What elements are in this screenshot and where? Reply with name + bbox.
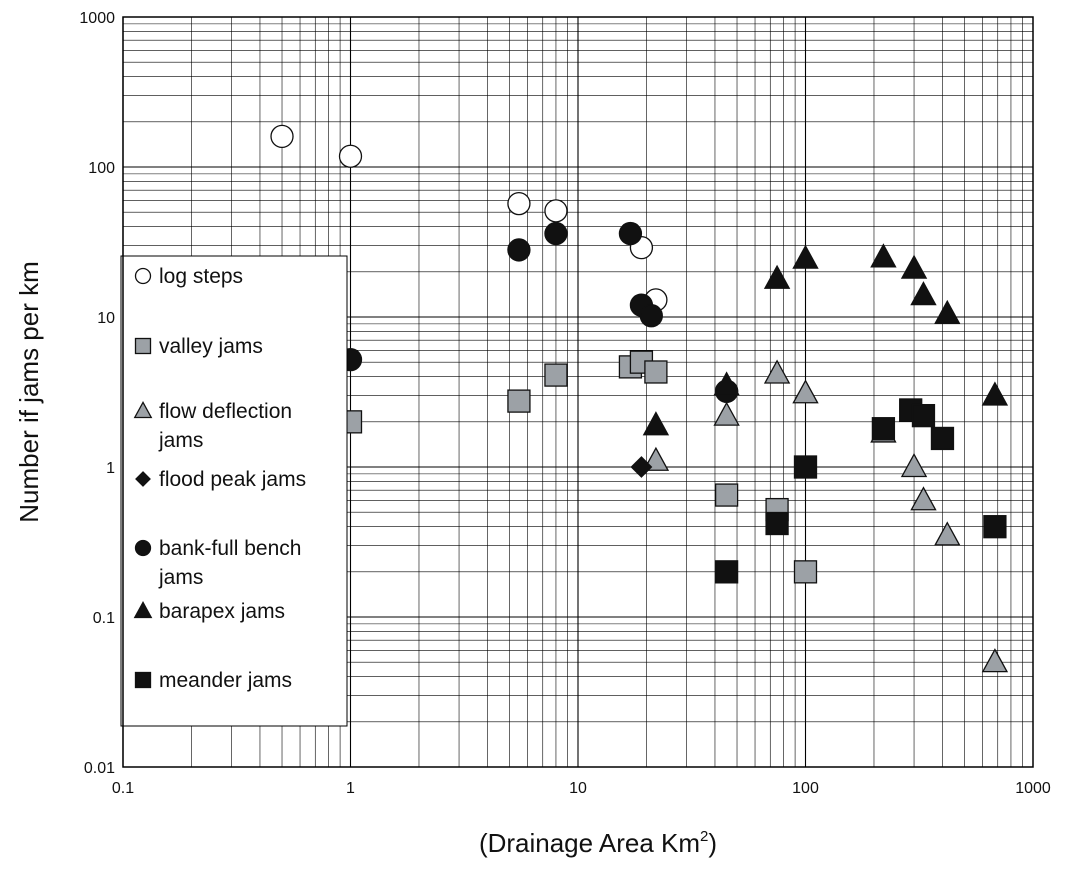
data-point xyxy=(981,648,1009,673)
y-tick-label: 100 xyxy=(88,160,115,177)
data-point xyxy=(507,191,531,216)
legend-label: log steps xyxy=(159,265,243,288)
x-tick-label: 10 xyxy=(569,780,587,797)
data-point xyxy=(270,124,294,149)
legend-label: barapex jams xyxy=(159,600,285,623)
data-point xyxy=(713,401,740,426)
data-point xyxy=(618,221,643,246)
legend-label: jams xyxy=(158,566,203,589)
data-point xyxy=(639,304,663,328)
legend-marker xyxy=(134,337,152,355)
data-point xyxy=(765,511,789,536)
tick-labels: 0.1 1 10 100 1000 0.01 0.1 1 10 100 1000 xyxy=(79,10,1050,797)
data-point xyxy=(900,452,928,478)
legend-item: log steps xyxy=(134,265,243,288)
plot-area-frame xyxy=(122,16,1034,768)
legend-marker xyxy=(134,539,152,557)
legend-label: flow deflection xyxy=(159,400,292,423)
x-axis-label-superscript: 2 xyxy=(700,828,708,845)
data-points xyxy=(270,124,1009,673)
y-tick-label: 0.1 xyxy=(93,610,115,627)
legend-marker xyxy=(133,401,153,419)
y-tick-label: 1 xyxy=(106,460,115,477)
data-point xyxy=(793,455,818,479)
data-point xyxy=(793,560,818,584)
data-point xyxy=(871,417,896,441)
series-6 xyxy=(714,398,1007,584)
data-point xyxy=(714,483,739,507)
legend-item: flow deflection jams xyxy=(133,400,292,452)
series-5 xyxy=(642,243,1009,436)
data-point xyxy=(544,199,568,223)
x-axis-label: (Drainage Area Km2) xyxy=(479,828,717,858)
x-tick-label: 1000 xyxy=(1015,780,1051,797)
legend-label: flood peak jams xyxy=(159,468,306,491)
data-point xyxy=(507,238,531,262)
data-point xyxy=(338,144,363,168)
data-point xyxy=(763,359,791,384)
legend-item: meander jams xyxy=(134,669,292,692)
data-point xyxy=(934,521,961,546)
x-tick-label: 0.1 xyxy=(112,780,134,797)
legend-item: flood peak jams xyxy=(135,468,306,491)
series-2 xyxy=(642,359,1009,673)
legend-label: bank-full bench xyxy=(159,537,301,560)
x-tick-label: 100 xyxy=(792,780,819,797)
data-point xyxy=(713,371,740,396)
data-point xyxy=(900,254,928,279)
legend-label: valley jams xyxy=(159,335,263,358)
data-point xyxy=(763,264,791,289)
legend-marker xyxy=(134,267,152,285)
y-tick-label: 10 xyxy=(97,310,115,327)
data-point xyxy=(630,456,653,478)
legend-label: meander jams xyxy=(159,669,292,692)
x-axis-label-main: (Drainage Area Km xyxy=(479,828,700,858)
legend-label: jams xyxy=(158,429,203,452)
data-point xyxy=(981,381,1009,406)
legend-item: valley jams xyxy=(134,335,263,358)
data-point xyxy=(544,363,568,387)
y-tick-label: 0.01 xyxy=(84,760,115,777)
data-point xyxy=(910,281,937,306)
data-point xyxy=(507,389,531,413)
data-point xyxy=(642,411,670,436)
data-point xyxy=(911,403,936,428)
x-axis-label-suffix: ) xyxy=(708,828,717,858)
y-axis-label: Number if jams per km xyxy=(14,261,44,523)
x-tick-label: 1 xyxy=(346,780,355,797)
series-4 xyxy=(338,221,739,403)
legend-marker xyxy=(133,601,153,619)
data-point xyxy=(930,426,955,451)
data-point xyxy=(644,360,668,384)
series-3 xyxy=(630,456,653,478)
data-point xyxy=(714,560,739,584)
y-tick-label: 1000 xyxy=(79,10,115,27)
legend-item: bank-full bench jams xyxy=(134,537,301,589)
data-point xyxy=(544,221,568,246)
legend-marker xyxy=(135,471,151,487)
data-point xyxy=(792,379,819,404)
legend-marker xyxy=(134,671,152,689)
data-point xyxy=(792,244,819,269)
data-point xyxy=(870,243,897,268)
data-point xyxy=(910,486,937,511)
legend-item: barapex jams xyxy=(133,600,285,623)
data-point xyxy=(934,299,961,324)
data-point xyxy=(983,515,1007,539)
legend-box xyxy=(120,255,348,727)
